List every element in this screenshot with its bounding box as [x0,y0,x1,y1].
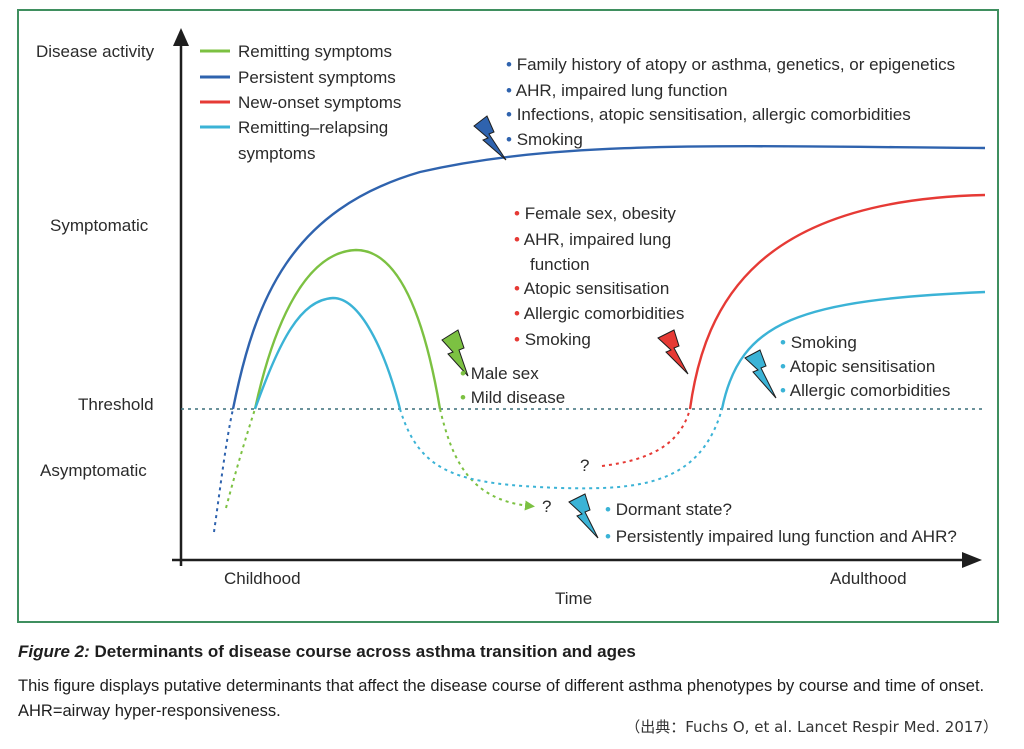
relapsing-curve-rise [253,296,402,410]
legend: Remitting symptoms Persistent symptoms N… [200,42,401,163]
figure-frame [17,9,999,623]
figure-title: Determinants of disease course across as… [94,642,636,661]
figure-caption-title: Figure 2: Determinants of disease course… [18,642,636,662]
determinant-item: • Family history of atopy or asthma, gen… [506,55,955,74]
new-onset-curve-dotted [601,408,691,467]
determinant-item: • Persistently impaired lung function an… [605,527,957,546]
x-label-adulthood: Adulthood [830,569,907,588]
source-note: （出典：Fuchs O, et al. Lancet Respir Med. 2… [625,718,998,736]
legend-label-new-onset: New-onset symptoms [238,93,401,112]
lightning-icon-cyan [744,349,777,399]
determinant-item: • Allergic comorbidities [514,304,684,323]
determinant-item: • Atopic sensitisation [780,357,935,376]
determinant-item: • Smoking [514,330,591,349]
determinant-item: • AHR, impaired lung [514,230,671,249]
determinant-item: • Dormant state? [605,500,732,519]
x-label-childhood: Childhood [224,569,301,588]
lightning-icon-cyan-dormant [568,493,599,539]
asthma-course-diagram: Disease activity Symptomatic Threshold A… [36,28,986,608]
y-axis-arrowhead [173,28,189,46]
persistent-curve [231,145,986,410]
new-onset-question-mark: ? [580,456,589,475]
x-axis-arrowhead [962,552,982,568]
lightning-icon-blue [473,115,507,161]
determinant-item: • Allergic comorbidities [780,381,950,400]
new-onset-curve [688,193,986,410]
persistent-curve-dotted [213,408,234,533]
determinant-item: • Infections, atopic sensitisation, alle… [506,105,911,124]
legend-label-persistent: Persistent symptoms [238,68,396,87]
determinant-item: • Atopic sensitisation [514,279,669,298]
y-label-asymptomatic: Asymptomatic [40,461,147,480]
persistent-determinants: • Family history of atopy or asthma, gen… [506,55,955,149]
determinant-item: • Mild disease [460,388,565,407]
determinant-item: function [530,255,590,274]
lightning-icon-green [441,329,469,377]
figure-label: Figure 2: [18,642,90,661]
relapsing-determinants: • Smoking • Atopic sensitisation • Aller… [780,333,950,400]
determinant-item: • Smoking [780,333,857,352]
x-axis-title: Time [555,589,592,608]
determinant-item: • Male sex [460,364,539,383]
remitting-curve-dotted-start [225,408,256,509]
remitting-question-mark: ? [542,497,551,516]
legend-label-relapsing: Remitting–relapsing [238,118,388,137]
y-label-symptomatic: Symptomatic [50,216,149,235]
figure-caption-body: This figure displays putative determinan… [18,677,985,720]
determinant-item: • Smoking [506,130,583,149]
legend-label-relapsing-line2: symptoms [238,144,315,163]
y-label-disease-activity: Disease activity [36,42,155,61]
determinant-item: • AHR, impaired lung function [506,81,727,100]
determinant-item: • Female sex, obesity [514,204,676,223]
remitting-curve-dotted-end [439,408,535,511]
relapsing-curve-relapse [720,290,986,410]
relapsing-curve-dormant [399,408,723,490]
lightning-icon-red [657,329,689,375]
dormant-determinants: • Dormant state? • Persistently impaired… [605,500,957,546]
remitting-curve [253,248,442,410]
remitting-determinants: • Male sex • Mild disease [460,364,565,407]
new-onset-determinants: • Female sex, obesity • AHR, impaired lu… [514,204,684,349]
legend-label-remitting: Remitting symptoms [238,42,392,61]
y-label-threshold: Threshold [78,395,154,414]
